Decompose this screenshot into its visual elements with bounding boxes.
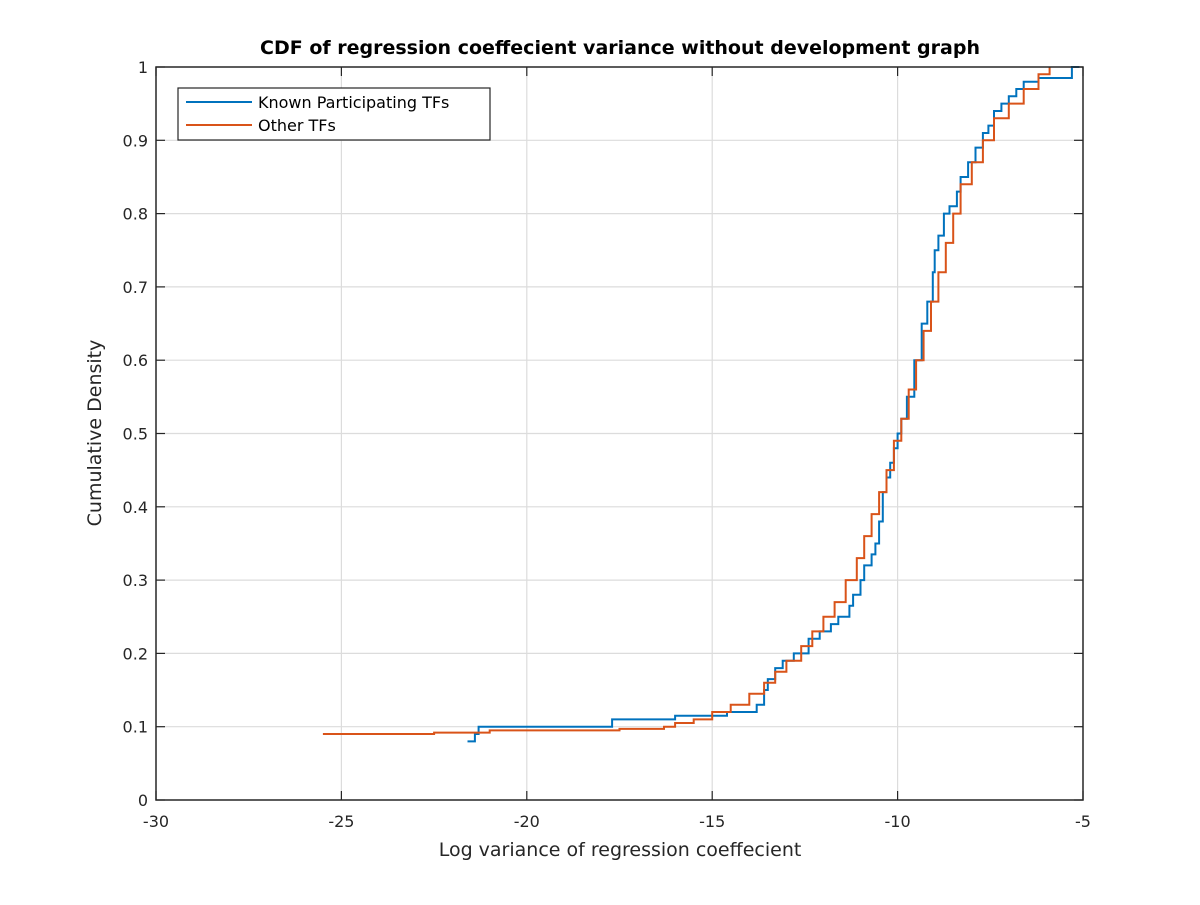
y-tick-label: 0.8: [123, 205, 148, 224]
chart-title: CDF of regression coeffecient variance w…: [260, 37, 980, 59]
y-tick-label: 0.5: [123, 425, 148, 444]
series-line-other-tfs: [322, 67, 1051, 735]
y-axis-label: Cumulative Density: [84, 340, 106, 527]
y-tick-label: 0.7: [123, 278, 148, 297]
series-lines: [322, 66, 1080, 743]
x-tick-label: -25: [328, 812, 354, 831]
y-tick-label: 0.1: [123, 718, 148, 737]
y-tick-label: 0.2: [123, 644, 148, 663]
series-line-known-participating-tfs: [467, 66, 1080, 743]
y-tick-label: 0.3: [123, 571, 148, 590]
legend-label-other-tfs: Other TFs: [258, 116, 336, 135]
y-tick-label: 0: [138, 791, 148, 810]
y-tick-label: 1: [138, 58, 148, 77]
x-tick-label: -15: [699, 812, 725, 831]
legend-label-known-participating-tfs: Known Participating TFs: [258, 93, 449, 112]
x-tick-label: -10: [885, 812, 911, 831]
x-tick-label: -30: [143, 812, 169, 831]
y-tick-label: 0.4: [123, 498, 148, 517]
x-axis-label: Log variance of regression coeffecient: [439, 839, 802, 861]
y-tick-label: 0.9: [123, 131, 148, 150]
x-tick-label: -20: [514, 812, 540, 831]
x-tick-label: -5: [1075, 812, 1091, 831]
legend-box: [177, 87, 491, 141]
legend: Known Participating TFs Other TFs: [177, 87, 491, 141]
y-tick-label: 0.6: [123, 351, 148, 370]
axis-ticks: -30 -25 -20 -15 -10 -5 0 0.1 0.2 0.3 0.4 0.5 0.6 0.7 0…: [123, 58, 1091, 831]
